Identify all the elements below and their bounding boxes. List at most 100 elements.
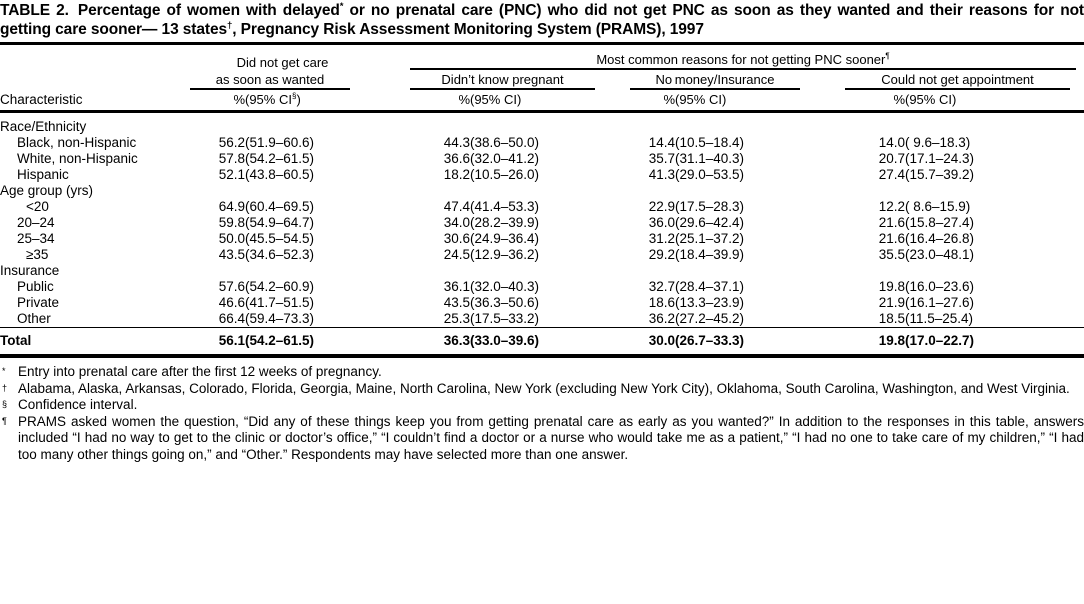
percent-cell: 35.7 — [648, 151, 675, 166]
percent-cell: 56.2 — [218, 135, 245, 150]
title-text-1: Percentage of women with delayed — [77, 2, 340, 19]
ci-cell: ( 8.6–15.9) — [905, 199, 971, 214]
table-row: Public 57.6 (54.2–60.9) 36.1 (32.0–40.3) 32.7… — [0, 279, 1084, 295]
characteristic-cell: 25–34 — [17, 231, 55, 246]
column-header-ci-1: (95% CI§) — [245, 90, 375, 113]
column-header-percent-2: % — [410, 90, 470, 113]
percent-cell: 41.3 — [648, 167, 675, 182]
table-row: 20–24 59.8 (54.9–64.7) 34.0 (28.2–39.9) 36.0(… — [0, 215, 1084, 231]
characteristic-cell: Total — [0, 327, 190, 358]
percent-cell: 32.7 — [648, 279, 675, 294]
percent-cell: 46.6 — [218, 295, 245, 310]
percent-cell: 64.9 — [218, 199, 245, 214]
column-group-could-not-get-appointment: Could not get appointment — [805, 70, 1084, 90]
gap-cell — [375, 247, 410, 263]
percent-cell: 24.5 — [443, 247, 470, 262]
ci-cell: (12.9–36.2) — [470, 247, 540, 262]
percent-cell: 59.8 — [218, 215, 245, 230]
characteristic-cell: White, non-Hispanic — [17, 151, 138, 166]
ci-cell: (43.8–60.5) — [245, 167, 315, 182]
percent-cell: 43.5 — [443, 295, 470, 310]
column-group-no-money-insurance: No money/Insurance — [600, 70, 805, 90]
percent-cell: 35.5 — [878, 247, 905, 262]
header-gap — [375, 70, 410, 90]
footnote-text: Alabama, Alaska, Arkansas, Colorado, Flo… — [18, 380, 1070, 396]
ci-cell: (17.5–28.3) — [675, 199, 745, 214]
percent-cell: 14.0 — [878, 135, 905, 150]
footnote: * Entry into prenatal care after the firs… — [0, 364, 1084, 381]
ci-cell: (38.6–50.0) — [470, 135, 540, 150]
ci-cell: (29.0–53.5) — [675, 167, 745, 182]
ci-cell: (60.4–69.5) — [245, 199, 315, 214]
spanner-label: Most common reasons for not getting PNC … — [410, 51, 1077, 70]
ci-cell: (11.5–25.4) — [905, 311, 974, 326]
table-row: White, non-Hispanic 57.8 (54.2–61.5) 36.6 (3… — [0, 151, 1084, 167]
table-row: Private 46.6 (41.7–51.5) 43.5 (36.3–50.6) 18.… — [0, 295, 1084, 311]
table-body: Race/Ethnicity Black, non-Hispanic 56.2 (51… — [0, 112, 1084, 358]
header-gap — [375, 44, 410, 71]
characteristic-cell: 20–24 — [17, 215, 55, 230]
percent-cell: 50.0 — [218, 231, 245, 246]
title-text-2: or no prenatal care (PNC) who did not ge… — [0, 2, 1084, 38]
ci-cell: (10.5–18.4) — [675, 135, 745, 150]
footnote-text: Confidence interval. — [18, 397, 138, 412]
gap-cell — [375, 151, 410, 167]
percent-cell: 43.5 — [218, 247, 245, 262]
section-label: Insurance — [0, 263, 60, 278]
footnote-marker-dagger: † — [227, 19, 233, 31]
percent-cell: 18.2 — [443, 167, 470, 182]
column-header-percent-1: % — [190, 90, 245, 113]
gap-cell — [375, 135, 410, 151]
header-spacer — [0, 44, 190, 71]
percent-cell: 44.3 — [443, 135, 470, 150]
characteristic-cell: Private — [17, 295, 60, 310]
section-label: Race/Ethnicity — [0, 119, 87, 134]
gap-cell — [375, 279, 410, 295]
characteristic-cell: Public — [17, 279, 54, 294]
percent-cell: 57.8 — [218, 151, 245, 166]
percent-cell: 19.8 — [878, 279, 905, 294]
percent-cell: 18.6 — [648, 295, 675, 310]
characteristic-cell: Black, non-Hispanic — [17, 135, 137, 150]
ci-cell: (18.4–39.9) — [675, 247, 745, 262]
ci-cell: (24.9–36.4) — [470, 231, 540, 246]
footnote: ¶ PRAMS asked women the question, “Did an… — [0, 414, 1084, 464]
footnote-marker-pilcrow: ¶ — [885, 51, 890, 61]
table-row: Other 66.4 (59.4–73.3) 25.3 (17.5–33.2) 36.2(… — [0, 311, 1084, 328]
column-header-ci-4: (95% CI) — [905, 90, 1084, 113]
ci-cell: (13.3–23.9) — [675, 295, 745, 310]
characteristic-cell: <20 — [26, 199, 49, 214]
percent-cell: 36.2 — [648, 311, 675, 326]
percent-cell: 27.4 — [878, 167, 905, 182]
header-spacer — [0, 70, 190, 90]
footnote-marker-section: § — [291, 91, 297, 101]
percent-cell: 66.4 — [218, 311, 245, 326]
percent-cell: 14.4 — [648, 135, 675, 150]
ci-cell: (54.9–64.7) — [245, 215, 315, 230]
footnote-marker: † — [2, 382, 8, 393]
table-title: TABLE 2. Percentage of women with delayed… — [0, 1, 1084, 39]
percent-cell: 36.0 — [648, 215, 675, 230]
table-row: ≥35 43.5 (34.6–52.3) 24.5 (12.9–36.2) 29.2 (18… — [0, 247, 1084, 263]
ci-cell: (23.0–48.1) — [905, 247, 975, 262]
ci-cell: (16.1–27.6) — [905, 295, 975, 310]
ci-cell: (32.0–41.2) — [470, 151, 540, 166]
ci-cell: (51.9–60.6) — [245, 135, 315, 150]
column-header-ci-3: (95% CI) — [675, 90, 805, 113]
percent-cell: 36.3 — [410, 327, 470, 358]
ci-cell: (28.2–39.9) — [470, 215, 540, 230]
table-header: Did not get care Most common reasons for… — [0, 44, 1084, 113]
ci-cell: (25.1–37.2) — [675, 231, 745, 246]
percent-cell: 20.7 — [878, 151, 905, 166]
section-row: Insurance — [0, 263, 1084, 279]
table-row: Black, non-Hispanic 56.2 (51.9–60.6) 44.3 (3… — [0, 135, 1084, 151]
gap-cell — [375, 231, 410, 247]
percent-cell: 30.0 — [600, 327, 675, 358]
characteristic-cell: Hispanic — [17, 167, 69, 182]
percent-cell: 29.2 — [648, 247, 675, 262]
footnote-marker: ¶ — [2, 415, 7, 426]
ci-cell: (32.0–40.3) — [470, 279, 540, 294]
percent-cell: 36.6 — [443, 151, 470, 166]
ci-cell: (10.5–26.0) — [470, 167, 540, 182]
ci-cell: (36.3–50.6) — [470, 295, 540, 310]
